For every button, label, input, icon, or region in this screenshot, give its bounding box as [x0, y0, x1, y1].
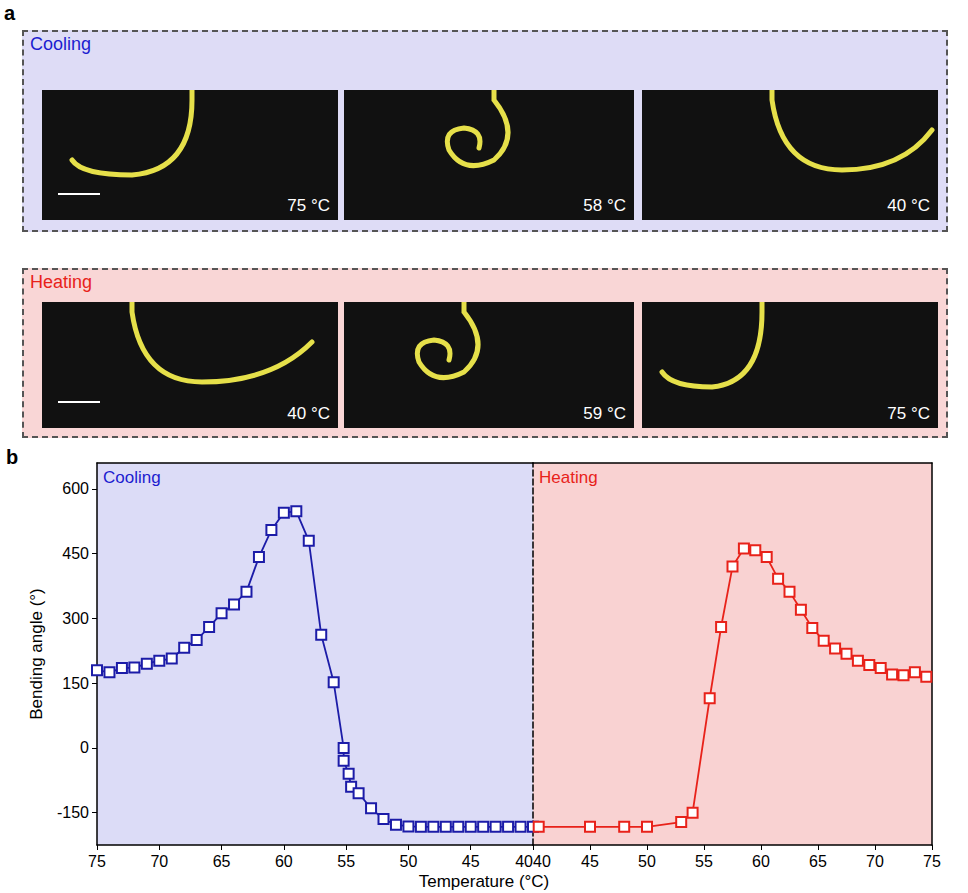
svg-text:45: 45 — [462, 853, 480, 870]
svg-text:Cooling: Cooling — [103, 468, 161, 487]
html-text:75 °C: 75 °C — [287, 196, 330, 215]
svg-text:60: 60 — [752, 853, 770, 870]
svg-text:Heating: Heating — [539, 468, 598, 487]
svg-text:70: 70 — [150, 853, 168, 870]
html-text:40 °C: 40 °C — [287, 404, 330, 423]
svg-text:65: 65 — [213, 853, 231, 870]
svg-text:0: 0 — [80, 739, 89, 756]
svg-text:600: 600 — [62, 480, 89, 497]
html-text:40 °C: 40 °C — [887, 196, 930, 215]
svg-text:-150: -150 — [57, 804, 89, 821]
svg-text:50: 50 — [400, 853, 418, 870]
html-text:59 °C: 59 °C — [583, 404, 626, 423]
html-text:Heating: Heating — [30, 272, 92, 292]
svg-text:40: 40 — [533, 853, 551, 870]
svg-text:65: 65 — [809, 853, 827, 870]
html-text:58 °C: 58 °C — [583, 196, 626, 215]
svg-text:75: 75 — [88, 853, 106, 870]
svg-text:45: 45 — [581, 853, 599, 870]
svg-text:Temperature (°C): Temperature (°C) — [419, 872, 550, 891]
svg-text:150: 150 — [62, 675, 89, 692]
svg-text:70: 70 — [866, 853, 884, 870]
svg-text:60: 60 — [275, 853, 293, 870]
svg-text:40: 40 — [515, 853, 533, 870]
svg-text:300: 300 — [62, 610, 89, 627]
svg-text:50: 50 — [638, 853, 656, 870]
svg-text:450: 450 — [62, 545, 89, 562]
html-text:a: a — [4, 2, 16, 24]
html-text:75 °C: 75 °C — [887, 404, 930, 423]
svg-text:Bending angle (°): Bending angle (°) — [27, 588, 46, 720]
html-text:Cooling: Cooling — [30, 34, 91, 54]
svg-text:75: 75 — [923, 853, 941, 870]
svg-text:55: 55 — [695, 853, 713, 870]
svg-text:55: 55 — [337, 853, 355, 870]
svg-text:b: b — [6, 446, 18, 468]
